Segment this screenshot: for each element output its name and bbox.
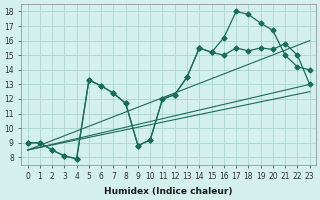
X-axis label: Humidex (Indice chaleur): Humidex (Indice chaleur) [104,187,233,196]
